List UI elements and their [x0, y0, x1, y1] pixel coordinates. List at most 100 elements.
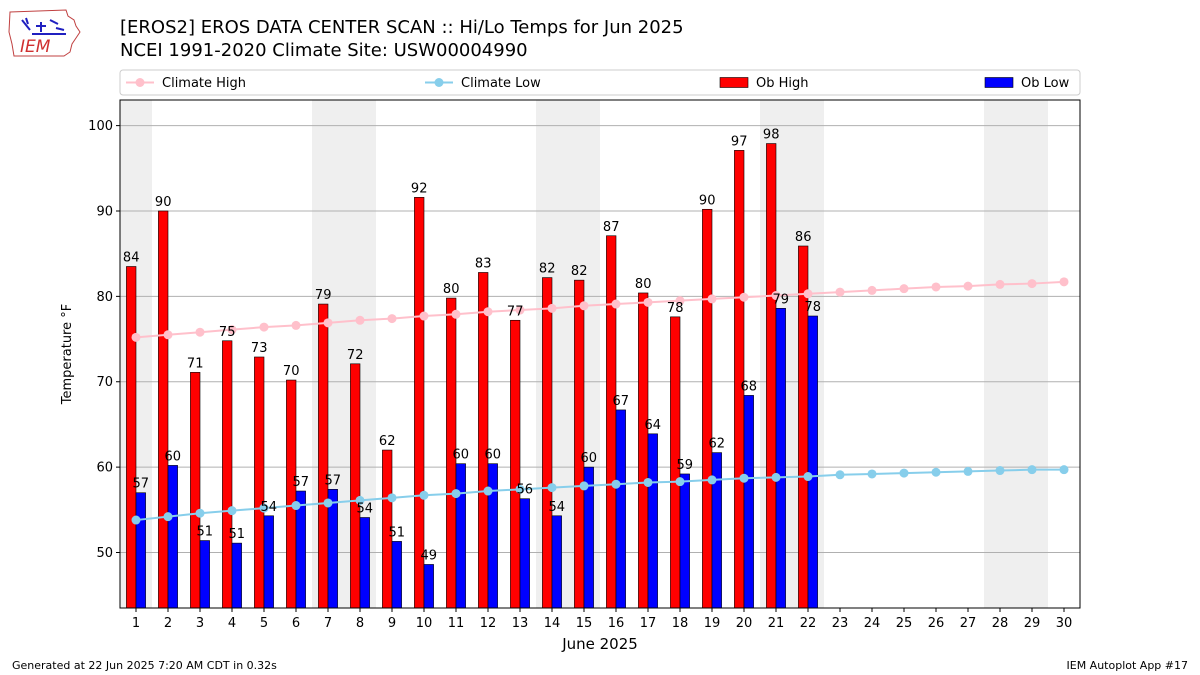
ob-high-value-label: 73 — [251, 341, 268, 356]
climate-high-legend-label: Climate High — [162, 76, 246, 91]
climate-low-point — [323, 498, 333, 508]
ob-high-bar — [766, 143, 777, 609]
climate-lines — [131, 277, 1069, 525]
x-tick-label: 14 — [544, 616, 561, 631]
ob-high-bar — [318, 303, 329, 609]
ob-high-bar — [414, 197, 425, 609]
climate-low-legend-label: Climate Low — [461, 76, 541, 91]
ob-low-value-label: 59 — [677, 458, 694, 473]
logo-text: IEM — [20, 37, 51, 57]
x-tick-label: 30 — [1056, 616, 1073, 631]
climate-low-point — [419, 490, 429, 500]
ob-low-value-label: 54 — [357, 501, 374, 516]
climate-low-point — [899, 468, 909, 478]
y-tick-label: 100 — [88, 119, 113, 134]
y-tick-label: 60 — [96, 461, 113, 476]
ob-high-value-label: 77 — [507, 304, 524, 319]
climate-high-point — [899, 284, 909, 294]
x-tick-label: 20 — [736, 616, 753, 631]
y-axis-label: Temperature °F — [60, 304, 75, 405]
x-tick-label: 26 — [928, 616, 945, 631]
ob-high-legend-swatch — [719, 77, 749, 88]
ob-low-bar — [807, 315, 818, 609]
ob-high-bar — [222, 340, 233, 609]
ob-low-bar — [551, 515, 562, 609]
bar-value-labels: 84 90 71 75 73 70 79 72 62 92 80 83 77 82 82 87 80 78 90 97… — [123, 128, 821, 564]
ob-low-bar — [679, 473, 690, 609]
bars — [126, 143, 818, 609]
ob-low-value-label: 57 — [325, 473, 342, 488]
y-tick-label: 80 — [96, 290, 113, 305]
ob-low-legend-swatch — [984, 77, 1014, 88]
ob-high-bar — [286, 379, 297, 609]
climate-high-point — [355, 315, 365, 325]
ob-low-bar — [519, 498, 530, 609]
weather-station-icon — [21, 17, 66, 35]
ob-high-value-label: 80 — [635, 277, 652, 292]
climate-high-point — [771, 291, 781, 301]
ob-low-bar — [743, 395, 754, 609]
x-tick-label: 7 — [324, 616, 332, 631]
climate-high-point — [131, 332, 141, 342]
x-tick-label: 16 — [608, 616, 625, 631]
ob-low-value-label: 54 — [549, 500, 566, 515]
climate-low-point — [771, 472, 781, 482]
climate-high-point — [515, 305, 525, 315]
x-tick-label: 22 — [800, 616, 817, 631]
ob-low-bar — [263, 515, 274, 609]
climate-low-point — [515, 484, 525, 494]
climate-low-point — [387, 493, 397, 503]
ob-low-bar — [455, 463, 466, 609]
x-tick-label: 25 — [896, 616, 913, 631]
x-tick-label: 15 — [576, 616, 593, 631]
climate-high-point — [963, 281, 973, 291]
climate-low-point — [611, 479, 621, 489]
x-axis-label: June 2025 — [561, 635, 638, 653]
iem-logo: IEM — [8, 9, 81, 57]
ob-high-value-label: 90 — [699, 193, 716, 208]
x-tick-label: 17 — [640, 616, 657, 631]
ob-high-bar — [126, 266, 137, 609]
climate-low-point — [131, 515, 141, 525]
climate-high-point — [387, 314, 397, 324]
x-tick-label: 23 — [832, 616, 849, 631]
x-tick-label: 12 — [480, 616, 497, 631]
weekend-shade-4 — [984, 100, 1048, 608]
climate-low-point — [195, 508, 205, 518]
climate-low-point — [643, 477, 653, 487]
generated-timestamp: Generated at 22 Jun 2025 7:20 AM CDT in … — [12, 659, 277, 672]
climate-high-point — [163, 330, 173, 340]
ob-low-value-label: 57 — [133, 477, 150, 492]
ob-high-legend-label: Ob High — [756, 76, 809, 91]
x-tick-label: 10 — [416, 616, 433, 631]
x-tick-label: 9 — [388, 616, 396, 631]
x-tick-label: 18 — [672, 616, 689, 631]
climate-high-point — [195, 327, 205, 337]
climate-high-point — [803, 289, 813, 299]
climate-low-point — [163, 512, 173, 522]
x-tick-label: 27 — [960, 616, 977, 631]
x-tick-label: 13 — [512, 616, 529, 631]
ob-high-value-label: 70 — [283, 364, 300, 379]
climate-low-point — [675, 477, 685, 487]
climate-low-point — [579, 481, 589, 491]
ob-low-value-label: 57 — [293, 475, 310, 490]
ob-high-bar — [702, 208, 713, 609]
ob-high-bar — [254, 356, 265, 609]
app-credit: IEM Autoplot App #17 — [1066, 659, 1189, 672]
ob-high-value-label: 82 — [539, 262, 556, 277]
climate-low-point — [739, 473, 749, 483]
y-gridlines — [120, 125, 1080, 554]
climate-high-point — [867, 285, 877, 295]
ob-low-value-label: 60 — [485, 448, 502, 463]
climate-high-point — [1059, 277, 1069, 287]
climate-high-point — [707, 294, 717, 304]
x-tick-label: 3 — [196, 616, 204, 631]
climate-high-point — [739, 292, 749, 302]
climate-high-point — [419, 311, 429, 321]
ob-low-bar — [615, 409, 626, 609]
y-axis-label-text: Temperature °F — [60, 304, 75, 405]
ob-high-value-label: 72 — [347, 348, 364, 363]
y-tick-label: 90 — [96, 204, 113, 219]
